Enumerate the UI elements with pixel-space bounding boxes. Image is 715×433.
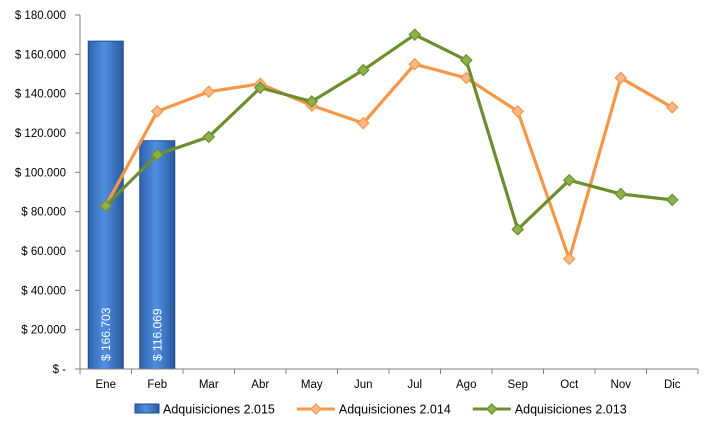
line-point: [356, 63, 370, 77]
x-tick-label: Abr: [251, 379, 269, 391]
y-tick-label: $ 120.000: [15, 128, 66, 140]
bar-data-label: $ 116.069: [150, 308, 164, 361]
y-tick-label: $ -: [53, 364, 67, 376]
y-tick-label: $ 20.000: [21, 325, 66, 337]
y-tick-label: $ 100.000: [15, 167, 66, 179]
line-point: [511, 105, 525, 118]
legend-swatch-bar: [134, 403, 160, 414]
x-tick-label: Dic: [664, 379, 681, 391]
x-tick-label: Oct: [560, 379, 579, 391]
y-tick-label: $ 140.000: [15, 89, 66, 101]
line-point: [202, 130, 216, 144]
series-line-1: [104, 33, 673, 231]
x-tick-label: Nov: [611, 379, 632, 391]
line-point: [356, 116, 370, 130]
x-tick-label: May: [301, 379, 323, 391]
line-point: [408, 28, 422, 42]
line-point: [614, 71, 628, 85]
line-point: [253, 81, 267, 95]
y-tick-label: $ 160.000: [15, 49, 66, 61]
x-tick-label: Mar: [199, 379, 219, 391]
legend-marker: [310, 403, 322, 415]
line-point: [150, 105, 164, 118]
line-point: [562, 173, 576, 187]
series-line-0: [104, 62, 674, 261]
x-tick-label: Ene: [96, 379, 116, 391]
y-tick-label: $ 180.000: [15, 10, 66, 22]
bars-layer: $ 166.703 $ 116.069: [87, 40, 176, 370]
y-tick-label: $ 40.000: [21, 285, 66, 297]
line-point: [202, 85, 216, 99]
x-tick-label: Feb: [147, 379, 167, 391]
line-point: [305, 95, 319, 108]
line-point: [562, 252, 576, 266]
line-point: [408, 57, 422, 71]
legend-label: Adquisiciones 2.014: [339, 403, 451, 417]
y-tick-label: $ 80.000: [21, 207, 66, 219]
bar-data-label: $ 166.703: [99, 307, 113, 361]
line-point: [614, 187, 628, 201]
line-point: [665, 193, 679, 207]
x-tick-label: Jul: [407, 379, 422, 391]
legend-label: Adquisiciones 2.015: [163, 403, 275, 417]
legend: Adquisiciones 2.015 Adquisiciones 2.014 Ad…: [134, 403, 627, 417]
legend-marker: [485, 403, 498, 415]
line-point: [511, 223, 525, 236]
line-point: [99, 199, 113, 213]
line-point: [459, 53, 473, 67]
x-tick-label: Jun: [354, 379, 373, 391]
x-tick-label: Ago: [456, 379, 476, 391]
line-point: [150, 148, 164, 161]
legend-label: Adquisiciones 2.013: [515, 403, 627, 417]
lines-layer: [99, 28, 679, 266]
y-tick-label: $ 60.000: [21, 246, 66, 258]
x-tick-label: Sep: [508, 379, 528, 391]
axes-layer: $ - $ 20.000 $ 40.000 $ 60.000 $ 80.000 $ 100…: [15, 10, 699, 391]
line-point: [665, 101, 679, 114]
